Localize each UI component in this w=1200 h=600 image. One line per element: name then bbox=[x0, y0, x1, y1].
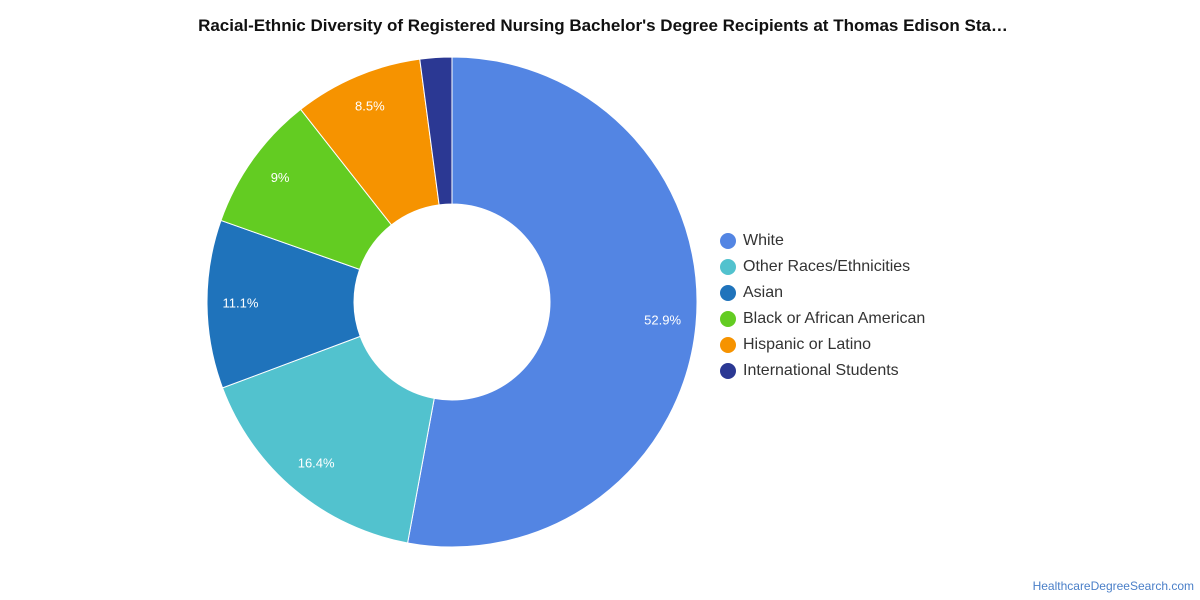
legend-item[interactable]: Asian bbox=[720, 280, 925, 306]
legend-label: International Students bbox=[743, 362, 899, 379]
legend-item[interactable]: Black or African American bbox=[720, 306, 925, 332]
slice-label: 52.9% bbox=[644, 313, 681, 328]
legend-swatch bbox=[720, 311, 736, 327]
legend-swatch bbox=[720, 363, 736, 379]
legend-label: Asian bbox=[743, 284, 784, 301]
legend-item[interactable]: Other Races/Ethnicities bbox=[720, 254, 925, 280]
legend-swatch bbox=[720, 285, 736, 301]
slice-international-students bbox=[419, 56, 453, 206]
chart-title: Racial-Ethnic Diversity of Registered Nu… bbox=[198, 16, 1008, 35]
legend-item[interactable]: Hispanic or Latino bbox=[720, 332, 925, 358]
slice-other-races-ethnicities bbox=[221, 335, 435, 544]
legend-swatch bbox=[720, 259, 736, 275]
legend-label: Other Races/Ethnicities bbox=[743, 258, 911, 275]
slice-label: 8.5% bbox=[355, 99, 385, 114]
legend-swatch bbox=[720, 233, 736, 249]
legend-item[interactable]: White bbox=[720, 228, 925, 254]
slice-label: 11.1% bbox=[223, 295, 259, 310]
legend-swatch bbox=[720, 337, 736, 353]
slice-white bbox=[407, 56, 698, 548]
legend-label: White bbox=[743, 232, 784, 249]
slice-label: 16.4% bbox=[298, 456, 335, 471]
legend-item[interactable]: International Students bbox=[720, 358, 925, 384]
source-link[interactable]: HealthcareDegreeSearch.com bbox=[1032, 579, 1194, 593]
slice-asian bbox=[206, 219, 361, 389]
slice-label: 9% bbox=[271, 170, 290, 185]
chart-legend: White Other Races/Ethnicities Asian Black o… bbox=[720, 228, 925, 384]
legend-label: Hispanic or Latino bbox=[743, 336, 872, 353]
legend-label: Black or African American bbox=[743, 310, 926, 327]
